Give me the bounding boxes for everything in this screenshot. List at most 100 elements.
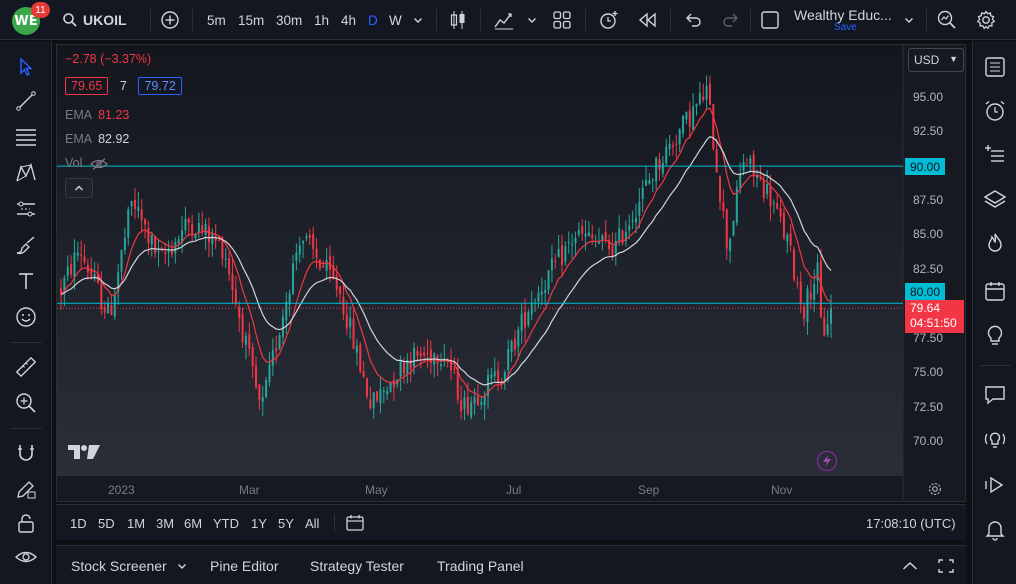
emoji-tool[interactable] [10, 301, 42, 333]
calendar-icon [985, 282, 1005, 301]
range-1d[interactable]: 1D [70, 515, 87, 531]
timeframe-1h[interactable]: 1h [314, 12, 330, 28]
range-all[interactable]: All [305, 515, 320, 531]
brush-tool[interactable] [10, 229, 42, 261]
zoom-tool[interactable] [10, 387, 42, 419]
axis-settings-button[interactable] [927, 481, 943, 500]
alerts-button[interactable] [979, 95, 1011, 127]
chart-pane[interactable]: −2.78 (−3.37%) 79.65 7 79.72 EMA 81.23 EM… [56, 44, 966, 502]
streams-button[interactable] [979, 423, 1011, 455]
quick-search-button[interactable] [936, 0, 958, 40]
timeframe-d[interactable]: D [368, 12, 378, 28]
collapse-legend-button[interactable] [65, 178, 93, 198]
tab-pine-editor[interactable]: Pine Editor [210, 557, 279, 574]
lock-all-tool[interactable] [10, 508, 42, 540]
level-label-high: 90.00 [905, 158, 945, 175]
candle-body [187, 219, 190, 223]
time-axis[interactable]: 2023 Mar May Jul Sep Nov [57, 475, 903, 501]
timeframe-5m[interactable]: 5m [207, 12, 226, 28]
y-tick: 82.50 [913, 262, 944, 276]
lock-drawings-tool[interactable] [10, 473, 42, 505]
candle-body [211, 233, 214, 245]
indicator-ema-fast[interactable]: EMA 81.23 [65, 107, 129, 122]
timeframe-15m[interactable]: 15m [238, 12, 265, 28]
chart-type-button[interactable] [448, 0, 468, 40]
undo-button[interactable] [683, 0, 703, 40]
maximize-panel-button[interactable] [937, 546, 955, 584]
ideas-button[interactable] [979, 319, 1011, 351]
notifications-button[interactable] [979, 513, 1011, 545]
range-3m[interactable]: 3M [156, 515, 175, 531]
undo-icon [686, 13, 701, 27]
candle-body [762, 180, 765, 198]
layout-name-button[interactable]: Wealthy Educ... Save [794, 0, 892, 40]
collapse-panel-button[interactable] [902, 546, 918, 584]
forecast-tool[interactable] [10, 193, 42, 225]
redo-button[interactable] [721, 0, 741, 40]
data-window-button[interactable] [979, 183, 1011, 215]
object-tree-button[interactable] [979, 139, 1011, 171]
range-5y[interactable]: 5Y [278, 515, 294, 531]
candle-body [288, 293, 291, 305]
price-chart[interactable] [57, 45, 966, 502]
pencil-lock-icon [17, 481, 36, 499]
range-1y[interactable]: 1Y [251, 515, 267, 531]
gear-icon [928, 482, 942, 496]
cursor-tool[interactable] [10, 51, 42, 83]
tab-trading-panel[interactable]: Trading Panel [437, 557, 524, 574]
chats-button[interactable] [979, 379, 1011, 411]
lightning-icon[interactable] [817, 451, 837, 471]
candle-body [470, 402, 473, 418]
settings-button[interactable] [975, 0, 997, 40]
range-5d[interactable]: 5D [98, 515, 115, 531]
utc-clock[interactable]: 17:08:10 (UTC) [866, 515, 956, 531]
tab-stock-screener[interactable]: Stock Screener [71, 546, 187, 584]
candle-body [244, 335, 247, 345]
text-tool[interactable] [10, 265, 42, 297]
range-6m[interactable]: 6M [184, 515, 203, 531]
timeframe-4h[interactable]: 4h [341, 12, 357, 28]
watchlist-button[interactable] [979, 51, 1011, 83]
signals-button[interactable] [979, 469, 1011, 501]
buy-price-button[interactable]: 79.72 [138, 77, 182, 95]
price-axis-background [903, 45, 965, 501]
go-to-date-button[interactable] [345, 505, 365, 541]
symbol-search[interactable]: UKOIL [62, 0, 127, 40]
calendar-button[interactable] [979, 275, 1011, 307]
layout-dropdown[interactable] [904, 0, 914, 40]
tradingview-logo[interactable] [67, 443, 101, 464]
layout-toggle-button[interactable] [760, 0, 780, 40]
timeframe-dropdown[interactable] [413, 0, 423, 40]
replay-button[interactable] [637, 0, 659, 40]
drawing-toolbar [0, 41, 52, 584]
candle-body [799, 281, 802, 305]
templates-button[interactable] [552, 0, 572, 40]
compare-symbol-button[interactable] [160, 0, 180, 40]
candle-body [342, 297, 345, 314]
indicators-dropdown[interactable] [527, 0, 537, 40]
indicator-ema-slow[interactable]: EMA 82.92 [65, 131, 129, 146]
indicators-button[interactable] [493, 0, 515, 40]
hotlists-button[interactable] [979, 227, 1011, 259]
timeframe-30m[interactable]: 30m [276, 12, 303, 28]
timeframe-w[interactable]: W [389, 12, 402, 28]
candle-body [359, 344, 362, 373]
sell-price-button[interactable]: 79.65 [65, 77, 109, 95]
range-1m[interactable]: 1M [127, 515, 146, 531]
currency-selector[interactable]: USD ▼ [908, 48, 964, 72]
range-ytd[interactable]: YTD [213, 515, 239, 531]
tab-strategy-tester[interactable]: Strategy Tester [310, 557, 404, 574]
candle-body [789, 233, 792, 246]
indicator-volume[interactable]: Vol [65, 155, 108, 171]
pattern-tool[interactable] [10, 157, 42, 189]
hide-drawings-tool[interactable] [10, 541, 42, 573]
measure-tool[interactable] [10, 351, 42, 383]
candle-body [406, 360, 409, 374]
trend-line-tool[interactable] [10, 85, 42, 117]
fib-tool[interactable] [10, 121, 42, 153]
magnet-tool[interactable] [10, 437, 42, 469]
save-label[interactable]: Save [834, 21, 857, 33]
eye-hidden-icon[interactable] [90, 157, 108, 171]
alert-button[interactable] [598, 0, 620, 40]
candle-body [372, 392, 375, 409]
